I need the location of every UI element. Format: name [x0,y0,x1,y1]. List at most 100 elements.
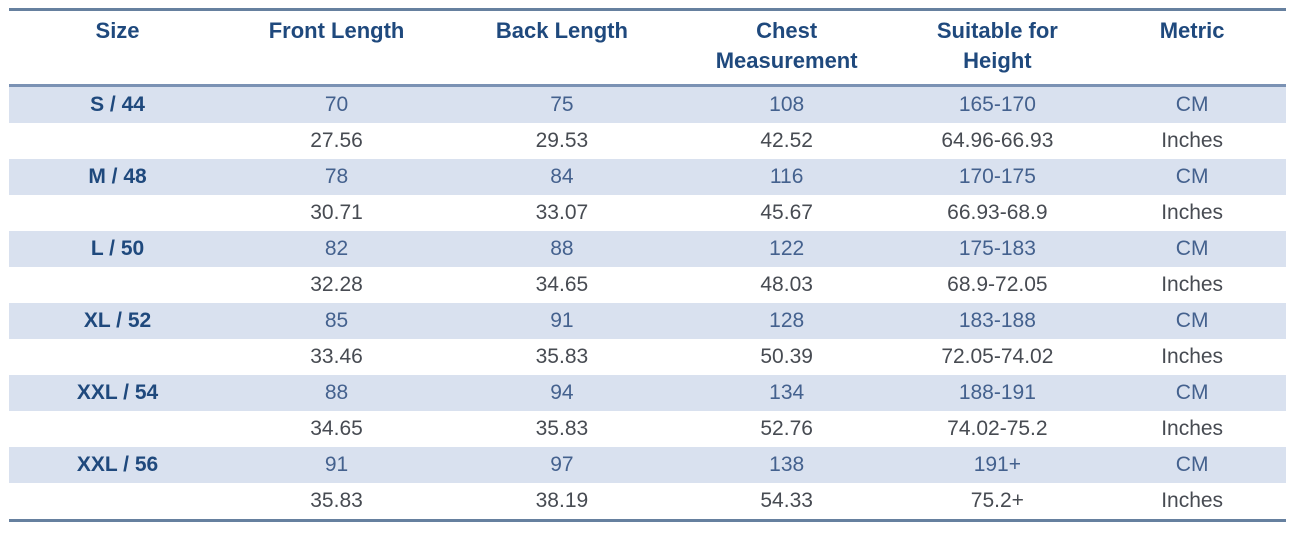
cell-height: 188-191 [958,381,1036,404]
cell-front-length: 85 [324,309,349,332]
column-header-chest-measurement: Chest Measurement [676,9,897,87]
cell-front-length: 30.71 [310,201,363,224]
table-row: 32.28 34.65 48.03 68.9-72.05 Inches [9,267,1286,303]
cell-metric: CM [1175,93,1209,116]
cell-metric: Inches [1161,345,1224,368]
cell-size: XXL / 54 [76,381,159,404]
table-row: 35.83 38.19 54.33 75.2+ Inches [9,483,1286,521]
column-header-size: Size [9,9,227,87]
cell-front-length: 35.83 [310,489,363,512]
table-row: XXL / 54 88 94 134 188-191 CM [9,375,1286,411]
cell-size [9,483,226,521]
cell-metric: CM [1175,453,1209,476]
cell-metric: Inches [1161,273,1224,296]
column-header-label-line2: Measurement [715,48,858,73]
cell-height: 68.9-72.05 [947,273,1048,296]
cell-back-length: 38.19 [535,489,589,512]
cell-size [9,195,226,231]
cell-size [9,411,226,447]
cell-front-length: 88 [324,381,349,404]
cell-metric: Inches [1161,417,1224,440]
cell-height: 165-170 [958,93,1036,116]
cell-metric: CM [1175,165,1209,188]
cell-height: 74.02-75.2 [947,417,1048,440]
cell-back-length: 97 [550,453,574,476]
cell-chest: 42.52 [760,129,813,152]
cell-metric: Inches [1161,129,1224,152]
table-row: M / 48 78 84 116 170-175 CM [9,159,1286,195]
cell-front-length: 82 [324,237,349,260]
column-header-back-length: Back Length [446,9,677,87]
table-row: 27.56 29.53 42.52 64.96-66.93 Inches [9,123,1286,159]
cell-metric: CM [1175,381,1209,404]
cell-front-length: 78 [324,165,349,188]
cell-size: S / 44 [90,93,145,116]
column-header-label: Back Length [495,18,628,43]
header-row: Size Front Length Back Length Chest Measurem… [9,9,1286,87]
cell-height: 72.05-74.02 [941,345,1054,368]
cell-back-length: 34.65 [535,273,589,296]
column-header-label: Front Length [268,18,405,43]
cell-back-length: 94 [550,381,574,404]
cell-front-length: 33.46 [310,345,363,368]
cell-metric: Inches [1161,201,1224,224]
cell-metric: CM [1175,237,1209,260]
cell-height: 170-175 [958,165,1036,188]
cell-chest: 52.76 [760,417,813,440]
table-row: 30.71 33.07 45.67 66.93-68.9 Inches [9,195,1286,231]
cell-metric: Inches [1161,489,1224,512]
cell-chest: 116 [769,165,804,188]
cell-chest: 134 [769,381,805,404]
cell-height: 183-188 [958,309,1036,332]
cell-size: L / 50 [90,237,145,260]
cell-back-length: 35.83 [535,345,589,368]
cell-chest: 122 [769,237,805,260]
column-header-label-line2: Height [963,48,1032,73]
cell-front-length: 70 [324,93,349,116]
cell-back-length: 33.07 [535,201,589,224]
cell-size: XL / 52 [83,309,152,332]
table-row: L / 50 82 88 122 175-183 CM [9,231,1286,267]
cell-size: M / 48 [88,165,147,188]
cell-height: 64.96-66.93 [941,129,1054,152]
column-header-suitable-for-height: Suitable for Height [896,9,1099,87]
cell-height: 66.93-68.9 [947,201,1048,224]
cell-height: 175-183 [958,237,1036,260]
column-header-label: Suitable for [936,18,1058,43]
cell-back-length: 84 [550,165,574,188]
cell-size: XXL / 56 [76,453,159,476]
table-row: 33.46 35.83 50.39 72.05-74.02 Inches [9,339,1286,375]
cell-chest: 45.67 [760,201,813,224]
cell-front-length: 34.65 [310,417,363,440]
cell-chest: 128 [769,309,805,332]
cell-size [9,123,226,159]
column-header-label: Size [95,18,140,43]
column-header-metric: Metric [1098,9,1286,87]
table-row: 34.65 35.83 52.76 74.02-75.2 Inches [9,411,1286,447]
table-row: XL / 52 85 91 128 183-188 CM [9,303,1286,339]
cell-size [9,267,226,303]
cell-front-length: 91 [324,453,349,476]
cell-size [9,339,226,375]
column-header-label: Chest [756,18,818,43]
cell-back-length: 88 [550,237,574,260]
cell-chest: 48.03 [760,273,813,296]
size-chart-header: Size Front Length Back Length Chest Measurem… [9,9,1286,87]
column-header-label: Metric [1159,18,1225,43]
table-row: XXL / 56 91 97 138 191+ CM [9,447,1286,483]
cell-front-length: 32.28 [310,273,363,296]
cell-chest: 54.33 [760,489,813,512]
cell-back-length: 29.53 [535,129,589,152]
size-chart-container: Size Front Length Back Length Chest Measurem… [9,8,1286,522]
column-header-front-length: Front Length [226,9,447,87]
cell-height: 75.2+ [970,489,1024,512]
cell-chest: 50.39 [760,345,813,368]
size-chart-table: Size Front Length Back Length Chest Measurem… [9,8,1286,522]
cell-chest: 108 [769,93,805,116]
cell-chest: 138 [769,453,805,476]
cell-height: 191+ [973,453,1022,476]
cell-metric: CM [1175,309,1209,332]
cell-back-length: 75 [550,93,574,116]
size-chart-body: S / 44 70 75 108 165-170 CM 27.56 29.53 42.52 64.… [9,85,1286,521]
